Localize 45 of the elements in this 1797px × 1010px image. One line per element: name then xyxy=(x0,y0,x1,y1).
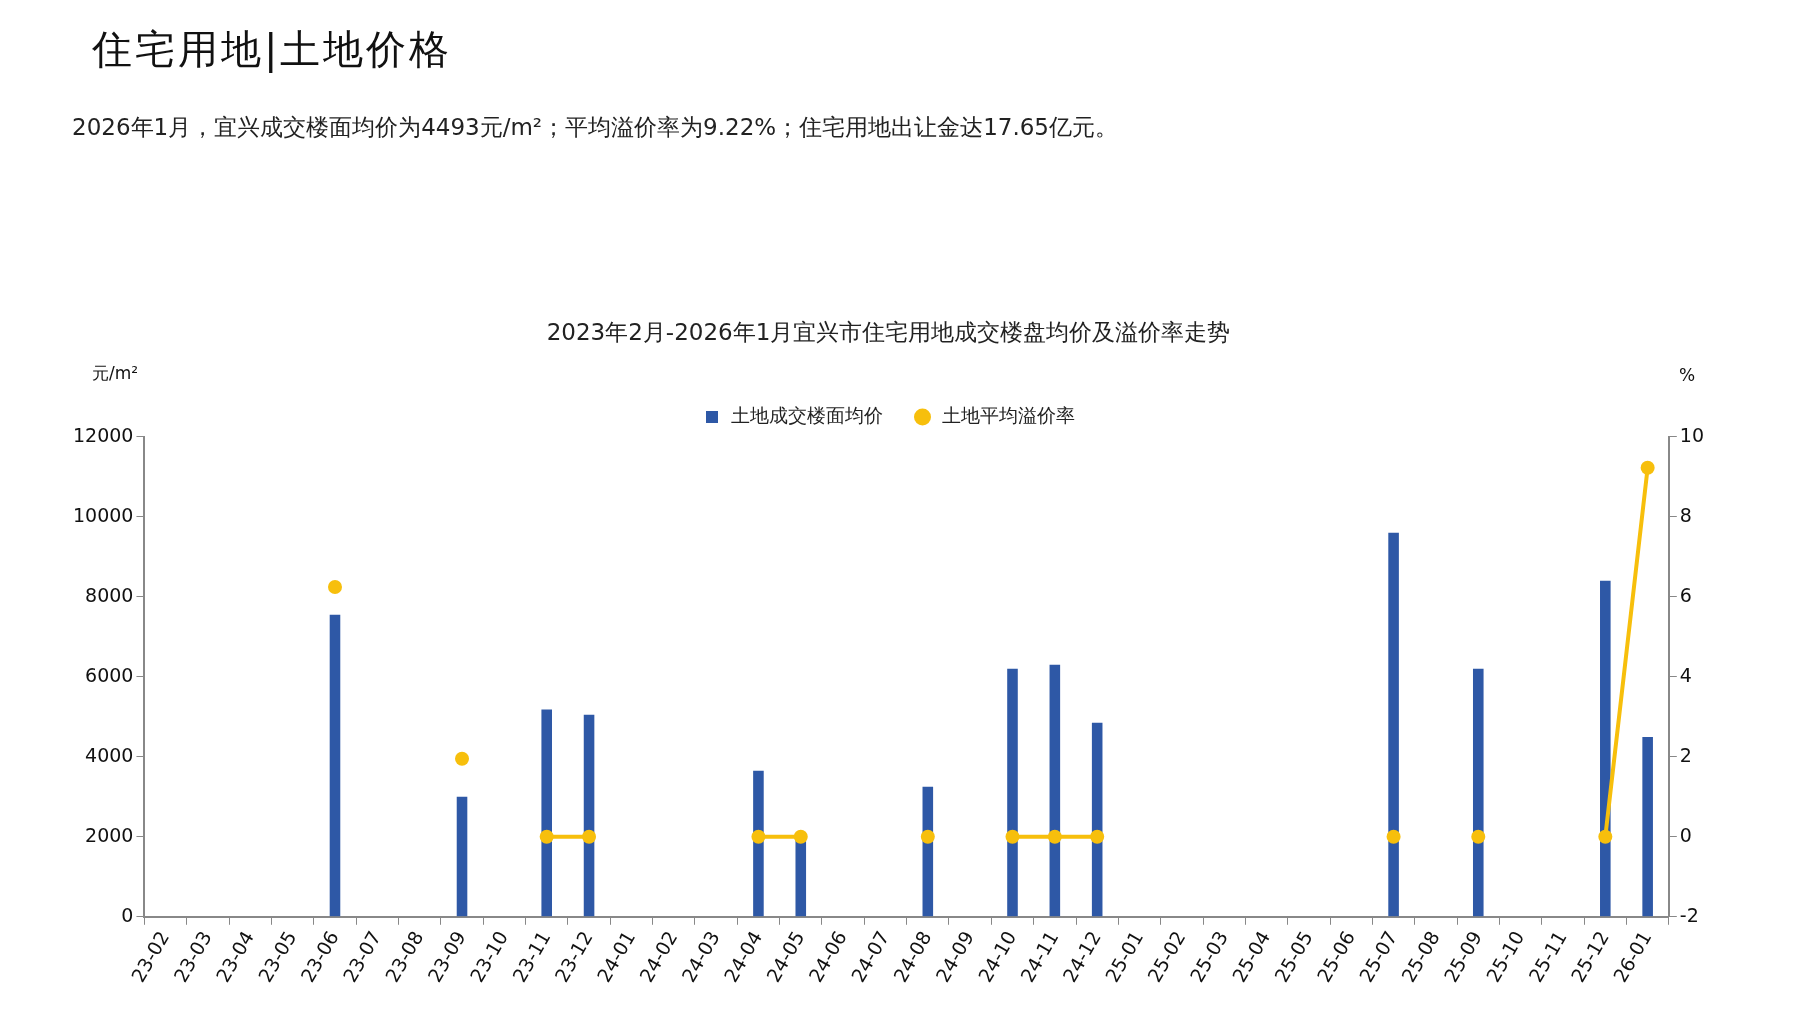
bar xyxy=(1472,668,1484,917)
y-tick-label: 2000 xyxy=(85,823,134,846)
chart-title: 2023年2月-2026年1月宜兴市住宅用地成交楼盘均价及溢价率走势 xyxy=(546,318,1231,345)
text: 住宅用地|土地价格 xyxy=(92,25,453,75)
legend-label: 土地成交楼面均价 xyxy=(731,404,883,427)
y2-tick-label: 10 xyxy=(1679,423,1705,446)
y-tick-label: 0 xyxy=(121,903,134,926)
bar xyxy=(753,770,764,917)
y2-tick-label: 4 xyxy=(1679,663,1692,686)
point xyxy=(1471,829,1486,844)
y-tick-label: 8000 xyxy=(85,583,134,606)
legend-label: 土地平均溢价率 xyxy=(941,404,1075,427)
point xyxy=(1047,829,1062,844)
bar xyxy=(329,614,341,917)
point xyxy=(455,751,470,766)
point xyxy=(582,829,597,844)
point xyxy=(1598,829,1613,844)
text: 2026年1月，宜兴成交楼面均价为4493元/m²；平均溢价率为9.22%；住宅用地出让金达17.65亿元。 xyxy=(72,113,1118,142)
point xyxy=(751,829,766,844)
point xyxy=(1386,829,1401,844)
point xyxy=(539,829,554,844)
bar xyxy=(1388,532,1399,917)
y-tick-label: 4000 xyxy=(85,743,134,766)
bar xyxy=(1642,737,1653,917)
point xyxy=(327,580,342,595)
y2-axis-title: % xyxy=(1678,365,1696,386)
y-tick-label: 12000 xyxy=(72,423,134,446)
y-tick-label: 6000 xyxy=(85,663,134,686)
point xyxy=(1005,829,1020,844)
bar xyxy=(1049,664,1061,917)
y2-tick-label: 8 xyxy=(1679,503,1692,526)
point xyxy=(920,829,935,844)
y-axis-title: 元/m² xyxy=(91,363,139,384)
y2-tick-label: 6 xyxy=(1679,583,1692,606)
y2-tick-label: 0 xyxy=(1679,823,1692,846)
bar xyxy=(1600,580,1611,917)
bar xyxy=(456,796,468,917)
bar xyxy=(1007,668,1018,917)
y2-tick-label: 2 xyxy=(1679,743,1692,766)
point xyxy=(1640,460,1655,475)
point xyxy=(793,829,808,844)
y-tick-label: 10000 xyxy=(72,503,134,526)
bar xyxy=(541,709,552,917)
point xyxy=(1090,829,1105,844)
y2-tick-label: -2 xyxy=(1679,903,1699,926)
